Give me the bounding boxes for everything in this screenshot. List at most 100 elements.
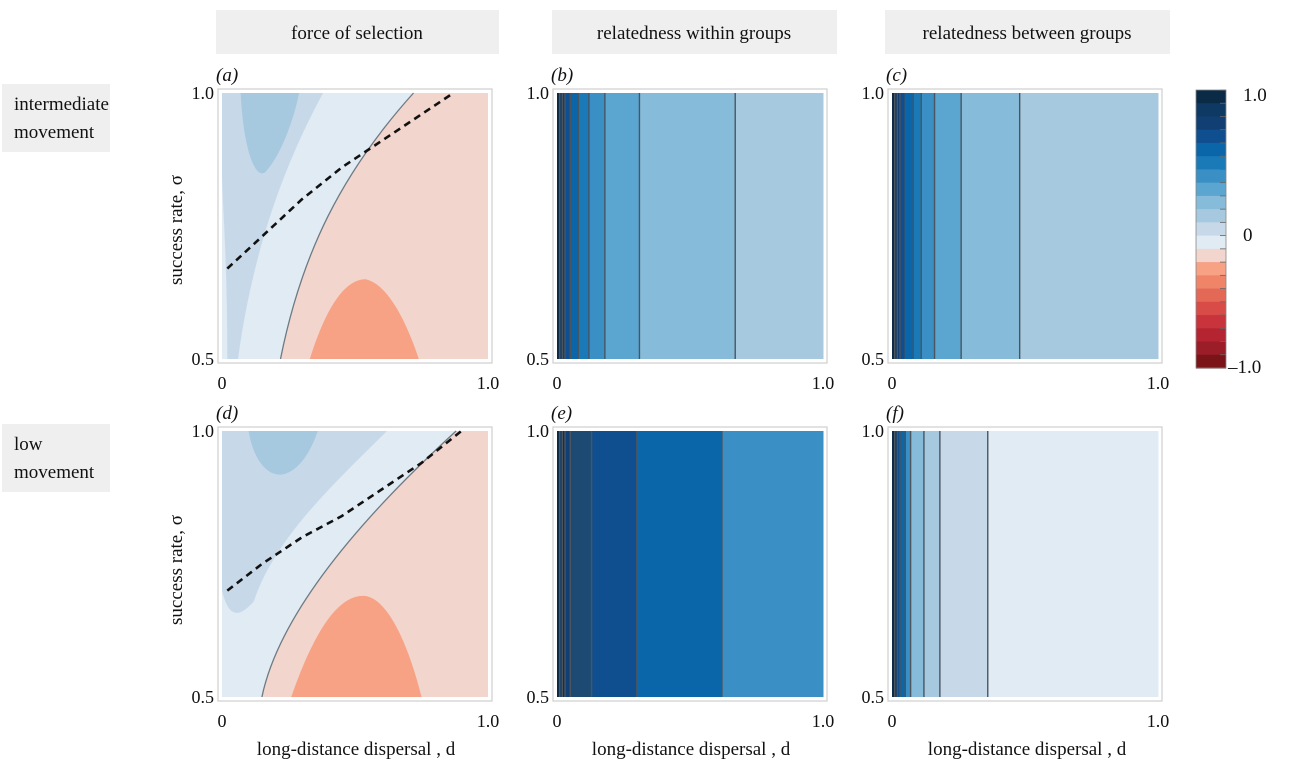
heatmap-band — [570, 431, 593, 697]
x-tick-label: 1.0 — [1147, 373, 1170, 393]
panels: (a)0.51.00 1.0(b)0.51.00 1.0(c)0.51.00 1.0(… — [192, 65, 1170, 731]
y-tick-label: 0.5 — [527, 349, 550, 369]
plot-frame — [887, 88, 1163, 364]
x-tick-label: 0 — [218, 711, 227, 731]
x-axis-label-f: long-distance dispersal , d — [928, 739, 1127, 760]
x-tick-label: 0 — [553, 711, 562, 731]
heatmap-band — [897, 93, 901, 359]
y-tick-label: 1.0 — [192, 83, 215, 103]
heatmap-band — [905, 93, 914, 359]
colorbar-swatch — [1196, 156, 1226, 171]
panel-label: (a) — [216, 65, 238, 86]
heatmap-band — [604, 93, 640, 359]
row-label-2-line1: low — [14, 434, 43, 455]
row-label-box-1 — [2, 84, 110, 152]
colorbar-tick-min: –1.0 — [1227, 357, 1261, 378]
x-tick-label: 1.0 — [812, 373, 835, 393]
colorbar-tick-max: 1.0 — [1243, 85, 1267, 106]
colorbar-swatch — [1196, 354, 1226, 369]
colorbar-swatch — [1196, 262, 1226, 276]
y-axis-label-top: success rate, σ — [166, 175, 187, 285]
x-tick-label: 0 — [553, 373, 562, 393]
heatmap-band — [923, 431, 941, 697]
y-tick-label: 0.5 — [527, 687, 550, 707]
y-tick-label: 1.0 — [862, 421, 885, 441]
x-tick-label: 0 — [888, 373, 897, 393]
zero-contour — [279, 92, 414, 360]
region-negative-weak — [280, 93, 488, 359]
colorbar-swatch — [1196, 315, 1226, 329]
threshold-curve — [226, 429, 463, 592]
region-positive-weak — [222, 431, 387, 613]
y-tick-label: 1.0 — [527, 421, 550, 441]
y-tick-label: 0.5 — [862, 687, 885, 707]
colorbar-swatch — [1196, 169, 1226, 184]
colorbar-swatch — [1196, 103, 1226, 118]
heatmap-band — [894, 431, 898, 697]
heatmap-band — [899, 431, 906, 697]
region-negative-weak — [261, 431, 488, 697]
heatmap-band — [591, 431, 638, 697]
y-axis-label-bottom: success rate, σ — [166, 515, 187, 625]
heatmap-band — [564, 431, 571, 697]
heatmap-band — [559, 431, 563, 697]
plot-frame — [217, 426, 493, 702]
row-label-2-line2: movement — [14, 462, 95, 483]
heatmap-band — [961, 93, 1021, 359]
x-axis-label-e: long-distance dispersal , d — [592, 739, 791, 760]
heatmap-band — [910, 431, 925, 697]
heatmap-band — [562, 431, 566, 697]
heatmap-band — [570, 93, 579, 359]
heatmap-band — [913, 93, 922, 359]
y-tick-label: 0.5 — [862, 349, 885, 369]
panel-f: (f) 0.5 1.0 0 1.0 — [862, 403, 1170, 731]
region-positive-strong — [248, 431, 318, 475]
colorbar-swatch — [1196, 301, 1226, 316]
row-labels: intermediate movement low movement — [2, 84, 110, 492]
panel-label: (e) — [551, 403, 572, 424]
plot-frame — [217, 88, 493, 364]
heatmap-band — [939, 431, 989, 697]
colorbar-tick-zero: 0 — [1243, 225, 1253, 246]
plot-frame — [887, 426, 1163, 702]
heatmap-band — [1019, 93, 1159, 359]
heatmap-band — [987, 431, 1159, 697]
colorbar-swatch — [1196, 182, 1226, 197]
heatmap-band — [897, 431, 901, 697]
row-label-1-line1: intermediate — [14, 94, 109, 115]
panel-c: (c) 0.5 1.0 0 1.0 — [862, 65, 1170, 393]
panel-label: (b) — [551, 65, 573, 86]
x-tick-label: 1.0 — [812, 711, 835, 731]
colorbar-swatch — [1196, 328, 1226, 343]
heatmap-band — [735, 93, 824, 359]
region-negative-strong — [291, 595, 422, 697]
colorbar-swatch — [1196, 209, 1226, 223]
panel-d: (d) 0.5 1.0 0 1.0 — [192, 403, 500, 731]
row-label-box-2 — [2, 424, 110, 492]
colorbar-swatch — [1196, 116, 1226, 131]
colorbar-swatch — [1196, 341, 1226, 356]
colorbar-frame — [1195, 89, 1227, 369]
plot-frame — [552, 426, 828, 702]
colorbar-swatch — [1196, 288, 1226, 303]
heatmap-band — [721, 431, 824, 697]
heatmap-band — [557, 431, 561, 697]
panel-b: (b) 0.5 1.0 0 1.0 — [527, 65, 835, 393]
heatmap-band — [578, 93, 590, 359]
column-header-between: relatedness between groups — [923, 23, 1132, 44]
colorbar-swatch — [1196, 235, 1226, 250]
column-header-force: force of selection — [291, 23, 423, 44]
y-tick-label: 0.5 — [192, 687, 215, 707]
column-header-box-2 — [552, 10, 837, 54]
panel-a: (a) 0.5 1.0 0 1.0 — [192, 65, 500, 393]
plot-frame — [552, 88, 828, 364]
column-header-within: relatedness within groups — [597, 23, 791, 44]
panel-e: (e) 0.5 1.0 0 1.0 — [527, 403, 835, 731]
region-positive-strong — [240, 93, 300, 174]
row-label-1-line2: movement — [14, 122, 95, 143]
heatmap-band — [894, 93, 898, 359]
colorbar-swatch — [1196, 195, 1226, 210]
x-tick-label: 1.0 — [477, 711, 500, 731]
heatmap-band — [921, 93, 936, 359]
